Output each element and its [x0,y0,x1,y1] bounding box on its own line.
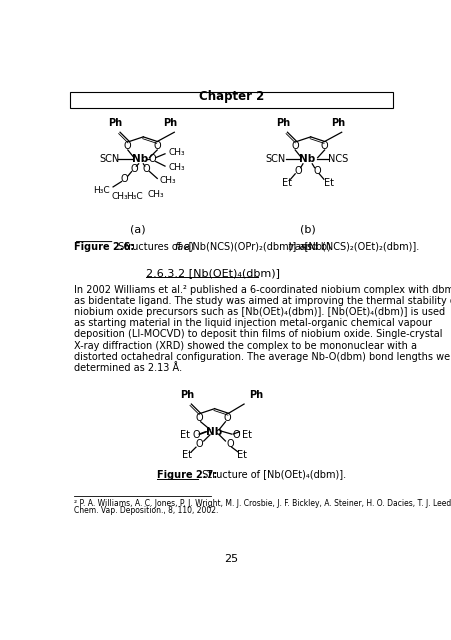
Text: Ph: Ph [331,118,345,128]
Text: O: O [223,413,230,423]
Text: Et: Et [242,430,252,440]
Text: SCN: SCN [265,154,285,164]
Text: O: O [232,430,239,440]
Text: Chem. Vap. Deposition., 8, 110, 2002.: Chem. Vap. Deposition., 8, 110, 2002. [74,506,217,515]
Text: O: O [226,439,234,449]
Text: O: O [130,164,138,174]
Text: CH₃: CH₃ [159,176,176,185]
Text: Nb: Nb [299,154,315,164]
Text: Ph: Ph [108,118,122,128]
Text: Ph: Ph [276,118,290,128]
Text: fac: fac [174,241,189,252]
Text: 25: 25 [224,554,238,564]
Text: (a): (a) [130,224,145,234]
Text: H₃C: H₃C [125,193,142,202]
Text: Figure 2.6:: Figure 2.6: [74,241,133,252]
Text: Figure 2.7:: Figure 2.7: [157,470,217,479]
Text: O: O [195,413,202,423]
Text: Et: Et [281,178,291,188]
Text: distorted octahedral configuration. The average Nb-O(dbm) bond lengths were: distorted octahedral configuration. The … [74,352,451,362]
Text: Structure of [Nb(OEt)₄(dbm)].: Structure of [Nb(OEt)₄(dbm)]. [198,470,345,479]
Text: trans: trans [287,241,312,252]
Text: O: O [313,166,320,176]
Text: Et: Et [237,450,247,460]
Text: O: O [195,439,202,449]
Text: Chapter 2: Chapter 2 [198,90,264,103]
Text: O: O [148,154,156,164]
Text: H₃C: H₃C [93,186,110,195]
Text: O: O [120,174,128,184]
Text: O: O [320,141,328,151]
Text: Et: Et [181,450,191,460]
Text: O: O [294,166,301,176]
Text: (b): (b) [299,224,315,234]
Text: O: O [124,141,131,151]
Text: Ph: Ph [163,118,177,128]
Text: Ph: Ph [179,390,193,400]
Text: CH₃: CH₃ [147,190,164,199]
Text: Nb: Nb [206,427,222,436]
Text: as bidentate ligand. The study was aimed at improving the thermal stability of: as bidentate ligand. The study was aimed… [74,296,451,306]
Text: -[Nb(NCS)(OPr)₂(dbm)] and b): -[Nb(NCS)(OPr)₂(dbm)] and b) [185,241,333,252]
Text: CH₃: CH₃ [168,148,184,157]
Text: Ph: Ph [249,390,263,400]
Text: O: O [192,430,199,440]
Text: determined as 2.13 Å.: determined as 2.13 Å. [74,363,181,373]
Text: CH₃: CH₃ [168,163,184,172]
Text: O: O [142,164,150,174]
Text: O: O [291,141,299,151]
Text: In 2002 Williams et al.² published a 6-coordinated niobium complex with dbm: In 2002 Williams et al.² published a 6-c… [74,285,451,294]
Text: SCN: SCN [99,154,119,164]
FancyBboxPatch shape [70,92,392,108]
Text: niobium oxide precursors such as [Nb(OEt)₄(dbm)]. [Nb(OEt)₄(dbm)] is used: niobium oxide precursors such as [Nb(OEt… [74,307,444,317]
Text: O: O [153,141,161,151]
Text: Et: Et [323,178,333,188]
Text: deposition (LI-MOCVD) to deposit thin films of niobium oxide. Single-crystal: deposition (LI-MOCVD) to deposit thin fi… [74,330,441,339]
Text: Structures of a): Structures of a) [115,241,197,252]
Text: NCS: NCS [327,154,347,164]
Text: 2.6.3.2 [Nb(OEt)₄(dbm)]: 2.6.3.2 [Nb(OEt)₄(dbm)] [146,268,280,278]
Text: CH₃: CH₃ [111,193,128,202]
Text: Et: Et [180,430,190,440]
Text: Nb: Nb [132,154,148,164]
Text: ² P. A. Williams, A. C. Jones, P. J. Wright, M. J. Crosbie, J. F. Bickley, A. St: ² P. A. Williams, A. C. Jones, P. J. Wri… [74,499,451,508]
Text: X-ray diffraction (XRD) showed the complex to be mononuclear with a: X-ray diffraction (XRD) showed the compl… [74,340,416,351]
Text: as starting material in the liquid injection metal-organic chemical vapour: as starting material in the liquid injec… [74,318,431,328]
Text: -[Nb(NCS)₂(OEt)₂(dbm)].: -[Nb(NCS)₂(OEt)₂(dbm)]. [301,241,419,252]
